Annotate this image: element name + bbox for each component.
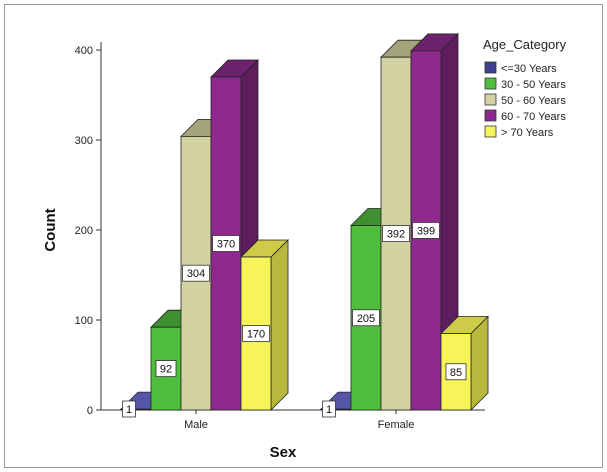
- data-label-text: 170: [247, 329, 265, 341]
- data-labels: 1 92 304 370 170 1 205 392 399 85: [122, 222, 467, 418]
- data-label: 85: [445, 363, 467, 381]
- bars: [120, 32, 489, 411]
- data-label-box: [155, 360, 177, 378]
- data-label-text: 205: [357, 313, 375, 325]
- legend-item-label: <=30 Years: [501, 63, 557, 75]
- legend: Age_Category <=30 Years 30 - 50 Years 50 - …: [483, 37, 567, 139]
- data-label-text: 392: [387, 229, 405, 241]
- data-label-text: 92: [160, 364, 172, 376]
- bar-side-face: [270, 239, 289, 411]
- y-tick-label: 400: [75, 45, 93, 57]
- y-tick-label: 0: [87, 405, 93, 417]
- data-label-text: 370: [217, 239, 235, 251]
- chart-frame: 0 100 200 300 400 Count Sex Male Female 1 92 304 37…: [4, 4, 603, 468]
- y-tick-label: 200: [75, 225, 93, 237]
- data-label-box: [445, 363, 467, 381]
- data-label-text: 85: [450, 367, 462, 379]
- legend-item-label: 50 - 60 Years: [501, 95, 566, 107]
- legend-swatch: [484, 93, 497, 106]
- y-axis-title: Count: [42, 208, 59, 251]
- data-label: 1: [322, 400, 336, 418]
- axes: 0 100 200 300 400 Count Sex Male Female: [42, 42, 485, 461]
- data-label-text: 399: [417, 225, 435, 237]
- bar-female-4: [440, 315, 489, 411]
- legend-swatch: [484, 125, 497, 138]
- data-label-box: [212, 235, 240, 252]
- legend-title: Age_Category: [483, 37, 567, 52]
- data-label: 392: [382, 225, 410, 243]
- chart-svg: 0 100 200 300 400 Count Sex Male Female 1 92 304 37…: [42, 32, 567, 461]
- data-label-box: [322, 400, 336, 418]
- y-tick-label: 300: [75, 135, 93, 147]
- legend-item-label: 30 - 50 Years: [501, 79, 566, 91]
- data-label-box: [352, 309, 380, 327]
- data-label: 370: [212, 235, 240, 252]
- data-label-text: 1: [126, 404, 132, 416]
- data-label: 170: [242, 325, 270, 342]
- legend-swatch: [484, 109, 497, 122]
- data-label: 304: [182, 264, 210, 282]
- legend-item-label: 60 - 70 Years: [501, 111, 566, 123]
- data-label-box: [122, 400, 136, 418]
- data-label-text: 304: [187, 268, 205, 280]
- legend-item-label: > 70 Years: [501, 127, 554, 139]
- bar-male-4: [240, 239, 289, 411]
- data-label-box: [382, 225, 410, 243]
- data-label: 399: [412, 222, 440, 239]
- data-label-box: [412, 222, 440, 239]
- legend-swatch: [484, 61, 497, 74]
- data-label: 205: [352, 309, 380, 327]
- legend-swatch: [484, 77, 497, 90]
- x-axis-title: Sex: [270, 444, 297, 461]
- x-tick-label: Female: [378, 419, 415, 431]
- data-label-box: [242, 325, 270, 342]
- data-label-text: 1: [326, 404, 332, 416]
- data-label: 92: [155, 360, 177, 378]
- x-tick-label: Male: [184, 419, 208, 431]
- y-tick-label: 100: [75, 315, 93, 327]
- data-label-box: [182, 264, 210, 282]
- data-label: 1: [122, 400, 136, 418]
